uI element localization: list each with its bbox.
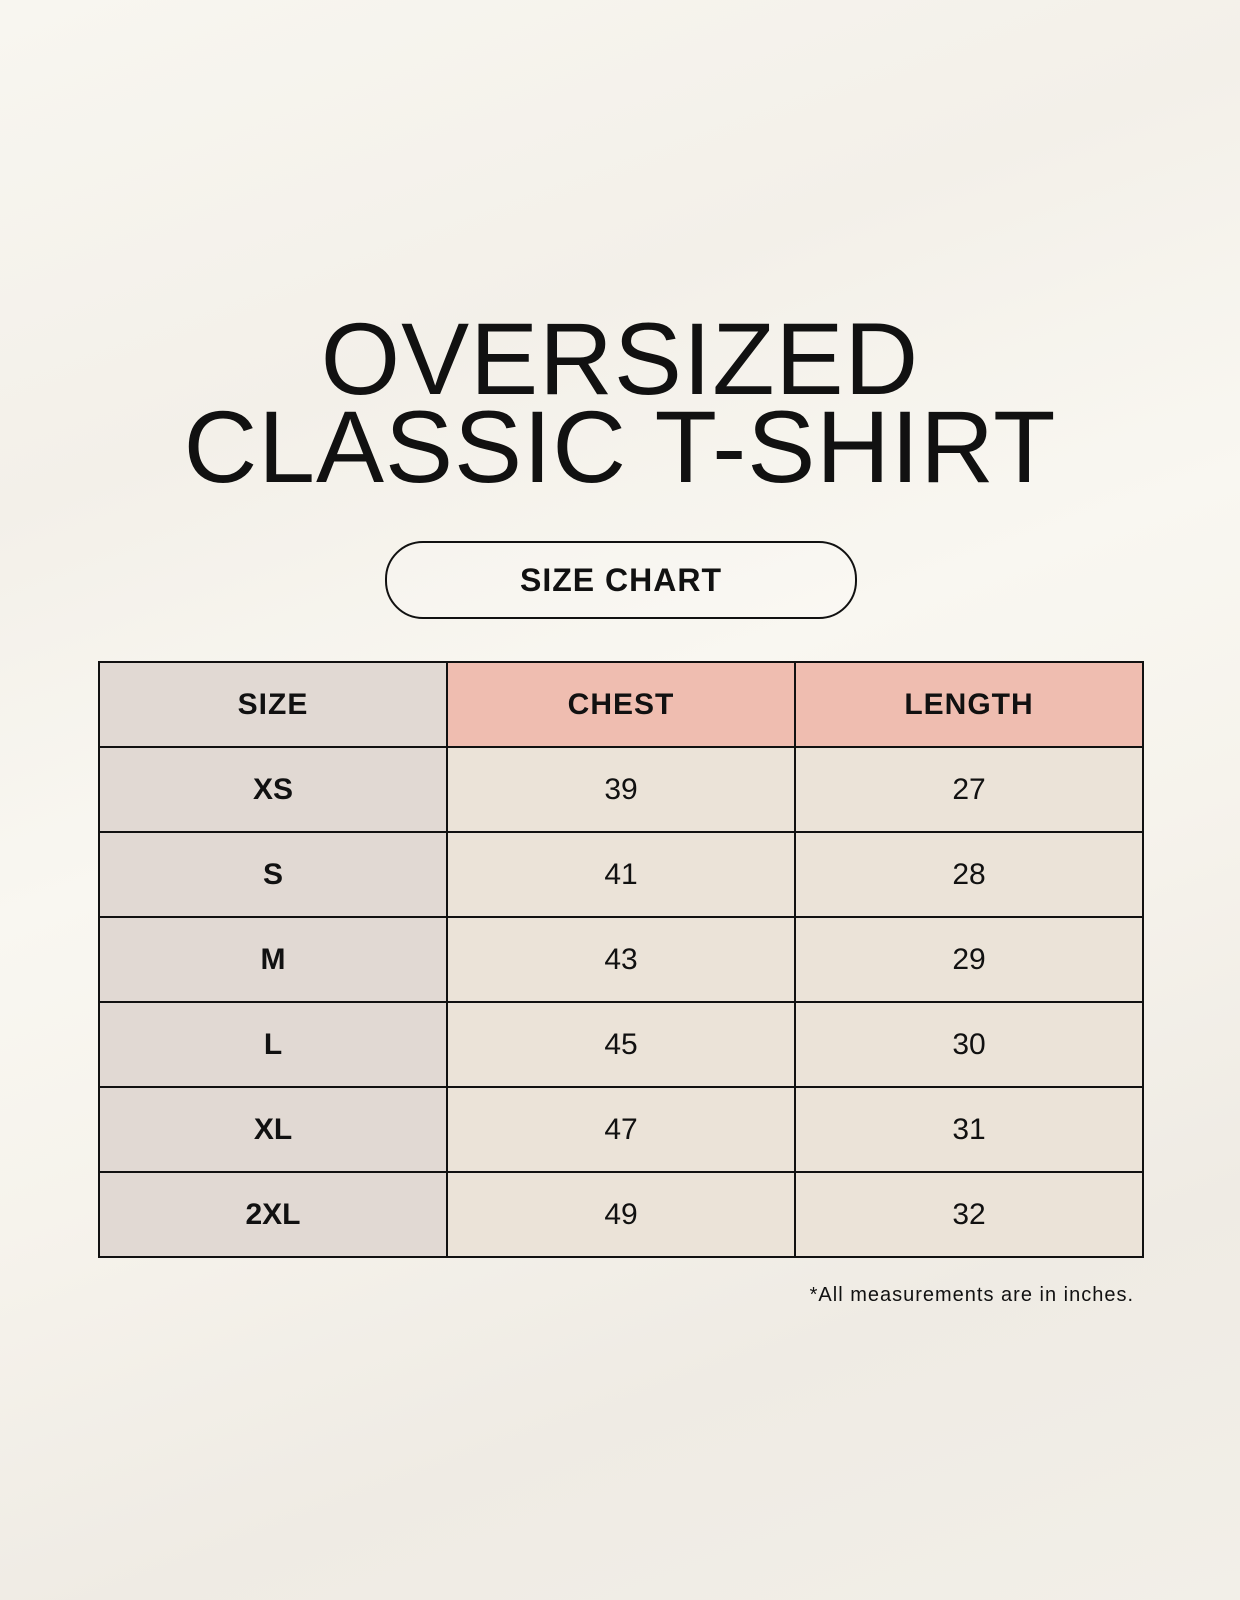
cell-chest: 39 [446,746,796,833]
table-row: XS 39 27 [98,746,1144,833]
header-size: SIZE [98,661,448,748]
cell-chest: 41 [446,831,796,918]
cell-length: 31 [794,1086,1144,1173]
cell-length: 27 [794,746,1144,833]
cell-length: 30 [794,1001,1144,1088]
cell-size: L [98,1001,448,1088]
table-row: L 45 30 [98,1001,1144,1088]
table-row: M 43 29 [98,916,1144,1003]
cell-size: 2XL [98,1171,448,1258]
cell-size: XS [98,746,448,833]
cell-chest: 47 [446,1086,796,1173]
title-line-1: OVERSIZED [320,302,920,416]
cell-size: XL [98,1086,448,1173]
cell-chest: 43 [446,916,796,1003]
table-row: S 41 28 [98,831,1144,918]
cell-length: 28 [794,831,1144,918]
header-chest: CHEST [446,661,796,748]
cell-length: 29 [794,916,1144,1003]
size-table: SIZE CHEST LENGTH XS 39 27 S 41 28 M 43 29 L 45 30 X… [98,661,1144,1258]
cell-chest: 49 [446,1171,796,1258]
cell-chest: 45 [446,1001,796,1088]
cell-size: M [98,916,448,1003]
header-length: LENGTH [794,661,1144,748]
footnote: *All measurements are in inches. [809,1284,1134,1306]
table-header-row: SIZE CHEST LENGTH [98,661,1144,748]
cell-length: 32 [794,1171,1144,1258]
cell-size: S [98,831,448,918]
table-row: XL 47 31 [98,1086,1144,1173]
size-chart-badge: SIZE CHART [385,541,857,619]
table-row: 2XL 49 32 [98,1171,1144,1258]
title-line-2: CLASSIC T-SHIRT [183,390,1057,504]
